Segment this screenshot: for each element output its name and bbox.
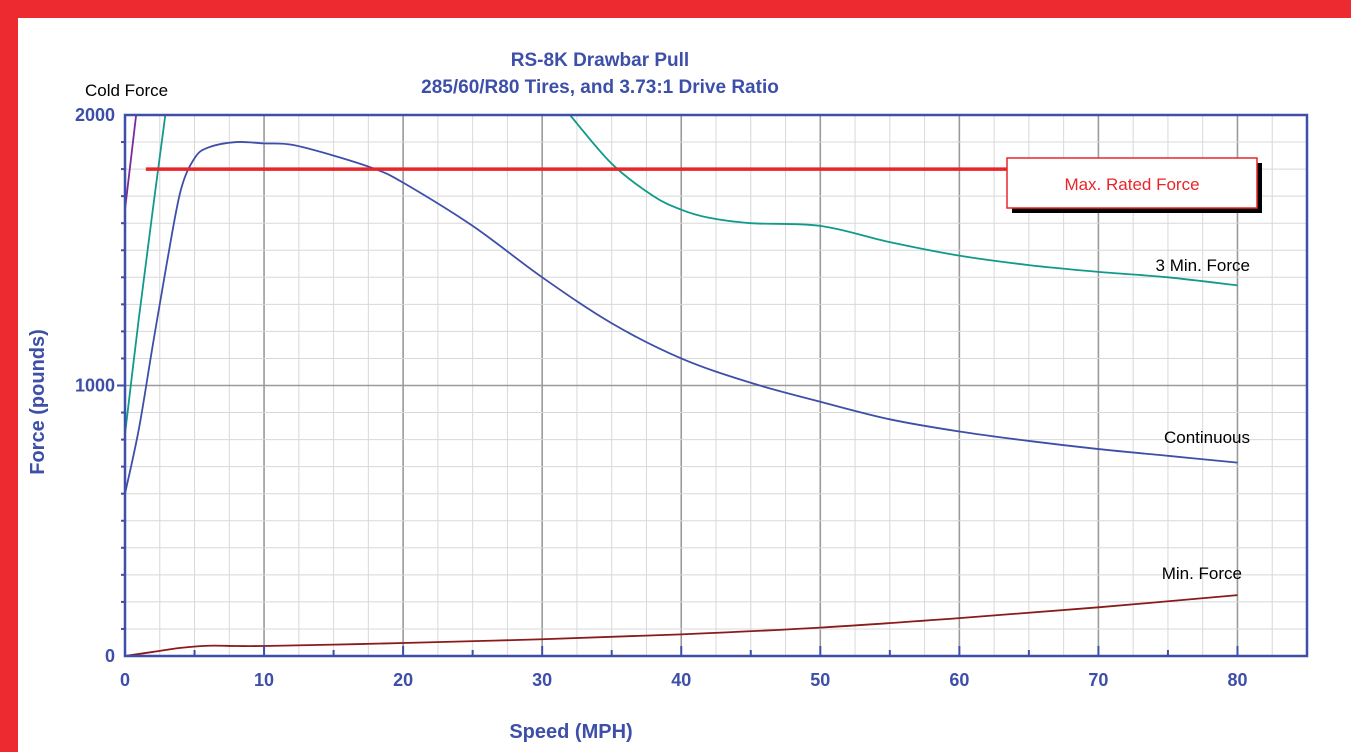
- drawbar-pull-chart: 0 10 20 30 40 50 60 70 80 0 1000 2000 RS-8K Drawbar…: [27, 50, 1309, 743]
- chart-title: RS-8K Drawbar Pull: [511, 50, 689, 71]
- y-tick-label: 1000: [75, 376, 115, 396]
- series-line-3-min-force: [569, 115, 1238, 287]
- x-tick-label: 10: [254, 670, 274, 690]
- y-tick-label: 2000: [75, 105, 115, 125]
- x-axis-label: Speed (MPH): [509, 721, 632, 743]
- series-label-continuous: Continuous: [1164, 428, 1250, 447]
- y-axis-label: Force (pounds): [27, 329, 49, 475]
- max-rated-force-label: Max. Rated Force: [1064, 175, 1199, 194]
- x-tick-label: 80: [1227, 670, 1247, 690]
- x-tick-label: 70: [1088, 670, 1108, 690]
- x-tick-label: 30: [532, 670, 552, 690]
- series-line-continuous: [125, 140, 1238, 494]
- x-tick-label: 0: [120, 670, 130, 690]
- chart-subtitle: 285/60/R80 Tires, and 3.73:1 Drive Ratio: [421, 77, 779, 98]
- x-tick-label: 50: [810, 670, 830, 690]
- series-line-min-force: [125, 594, 1238, 656]
- x-tick-label: 20: [393, 670, 413, 690]
- x-tick-label: 60: [949, 670, 969, 690]
- chart-panel: 0 10 20 30 40 50 60 70 80 0 1000 2000 RS-8K Drawbar…: [18, 18, 1351, 752]
- max-rated-force-callout: [1006, 157, 1258, 209]
- x-tick-label: 40: [671, 670, 691, 690]
- series-label-3-min-force: 3 Min. Force: [1156, 256, 1250, 275]
- series-label-cold-force: Cold Force: [85, 81, 168, 100]
- y-tick-label: 0: [105, 646, 115, 666]
- series-label-min-force: Min. Force: [1162, 564, 1242, 583]
- series-line-series-1: [125, 115, 167, 435]
- series-line-cold-force: [125, 115, 138, 210]
